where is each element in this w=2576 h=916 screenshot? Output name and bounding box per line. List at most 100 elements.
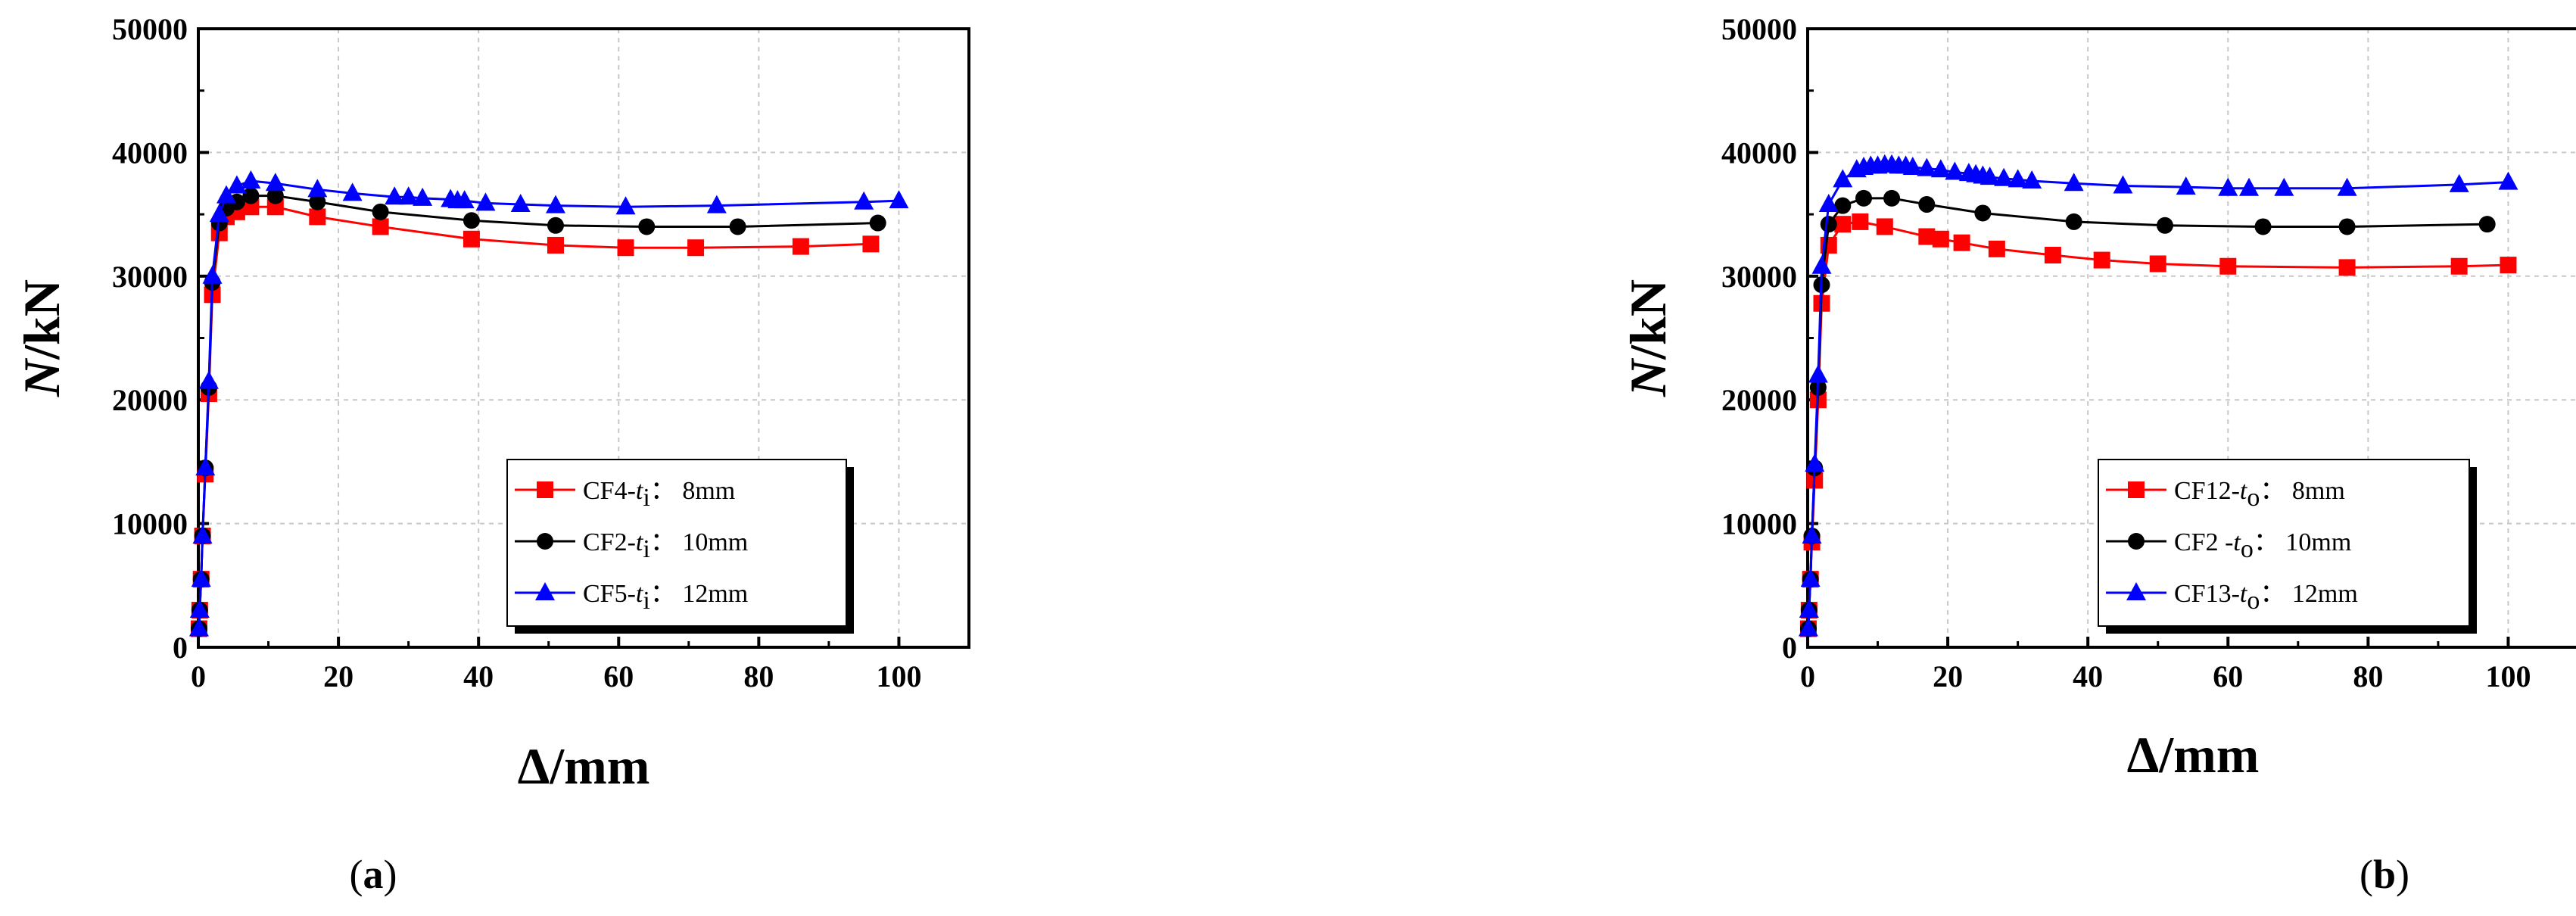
data-point (1930, 159, 1951, 178)
y-tick-label: 40000 (1721, 136, 1797, 170)
data-point (2500, 257, 2517, 274)
legend-sub: i (643, 535, 649, 563)
data-point (372, 203, 389, 220)
data-point (1802, 525, 1822, 544)
panel-label-close: ) (384, 852, 397, 897)
data-point (242, 187, 260, 204)
y-tick-label: 50000 (1721, 12, 1797, 46)
data-point (1945, 161, 1965, 180)
data-point (1820, 216, 1837, 233)
data-point (1994, 167, 2014, 186)
legend-var: t (2240, 477, 2248, 505)
data-point (191, 569, 211, 587)
legend-var: t (636, 580, 644, 608)
legend-prefix: CF2- (583, 528, 636, 556)
data-point (216, 185, 237, 204)
data-point (1980, 167, 2000, 185)
data-point (1883, 189, 1901, 207)
data-point (188, 618, 209, 637)
y-axis-label-var: N (1619, 357, 1677, 397)
data-point (1918, 196, 1936, 213)
legend-sub: o (2241, 535, 2254, 563)
x-axis-label: Δ/mm (518, 737, 650, 795)
y-tick-label: 0 (1782, 631, 1797, 665)
data-point (265, 173, 285, 192)
legend-marker (2128, 481, 2145, 498)
x-tick-label: 40 (2073, 659, 2103, 693)
data-point (2450, 257, 2468, 275)
data-point (706, 195, 727, 213)
legend-suffix: ： 10mm (650, 528, 748, 556)
legend-box (2098, 459, 2470, 627)
data-point (2149, 255, 2166, 273)
legend-suffix: ： 8mm (2260, 477, 2344, 505)
data-point (2254, 218, 2272, 235)
data-point (1833, 169, 1853, 188)
legend-label: CF4-ti： 8mm (583, 477, 735, 512)
legend-marker (2128, 533, 2145, 550)
x-tick-label: 20 (323, 659, 354, 693)
data-point (2113, 175, 2133, 194)
legend-marker (535, 582, 555, 600)
legend-suffix: ： 8mm (650, 477, 735, 505)
data-point (1799, 599, 1819, 618)
y-tick-label: 40000 (112, 136, 188, 170)
legend-suffix: ： 12mm (2260, 580, 2357, 608)
legend-prefix: CF2 (2174, 528, 2219, 556)
y-tick-label: 10000 (1721, 507, 1797, 541)
data-point (2064, 173, 2084, 192)
data-point (638, 218, 656, 235)
data-point (617, 239, 634, 257)
y-tick-label: 20000 (112, 383, 188, 417)
legend-prefix: CF4- (583, 477, 636, 505)
data-point (454, 190, 475, 209)
legend-prefix: CF12- (2174, 477, 2240, 505)
x-tick-label: 0 (191, 659, 206, 693)
y-axis-label-unit: /kN (1619, 279, 1677, 360)
data-point (2044, 247, 2061, 264)
series-2 (1798, 154, 2518, 637)
data-point (1808, 364, 1828, 383)
data-point (2338, 259, 2356, 276)
data-point (862, 235, 880, 253)
y-tick-label: 50000 (112, 12, 188, 46)
data-point (475, 192, 496, 211)
data-point (266, 187, 284, 204)
data-point (241, 170, 261, 188)
data-point (2239, 177, 2260, 196)
data-point (1917, 157, 1937, 176)
y-axis-label: N/kN (13, 279, 70, 397)
series-2 (188, 170, 909, 637)
data-point (510, 194, 531, 213)
x-tick-label: 80 (2353, 659, 2383, 693)
x-tick-label: 20 (1933, 659, 1963, 693)
legend-label: CF2-ti： 10mm (583, 528, 748, 563)
panel-label-letter: b (2373, 852, 2396, 897)
data-point (1834, 197, 1852, 214)
panel-label-open: ( (350, 852, 363, 897)
y-axis-label-var: N (13, 357, 70, 397)
data-point (463, 212, 480, 229)
data-point (209, 204, 229, 223)
data-point (309, 208, 326, 226)
data-point (1798, 618, 1818, 637)
legend-marker (537, 481, 553, 498)
data-point (463, 230, 480, 248)
data-point (385, 186, 405, 205)
legend-sub: i (643, 587, 649, 615)
legend-sub: i (643, 484, 649, 512)
data-point (2156, 217, 2173, 234)
legend-prefix: CF5- (583, 580, 636, 608)
data-point (189, 599, 210, 618)
data-point (545, 195, 565, 213)
data-point (1902, 157, 1923, 176)
data-point (1818, 194, 1839, 213)
y-tick-label: 0 (173, 631, 188, 665)
y-tick-label: 20000 (1721, 383, 1797, 417)
data-point (2008, 169, 2028, 188)
data-point (1834, 216, 1852, 233)
panel-label-close: ) (2396, 852, 2409, 897)
y-axis-label-unit: /kN (13, 279, 70, 360)
